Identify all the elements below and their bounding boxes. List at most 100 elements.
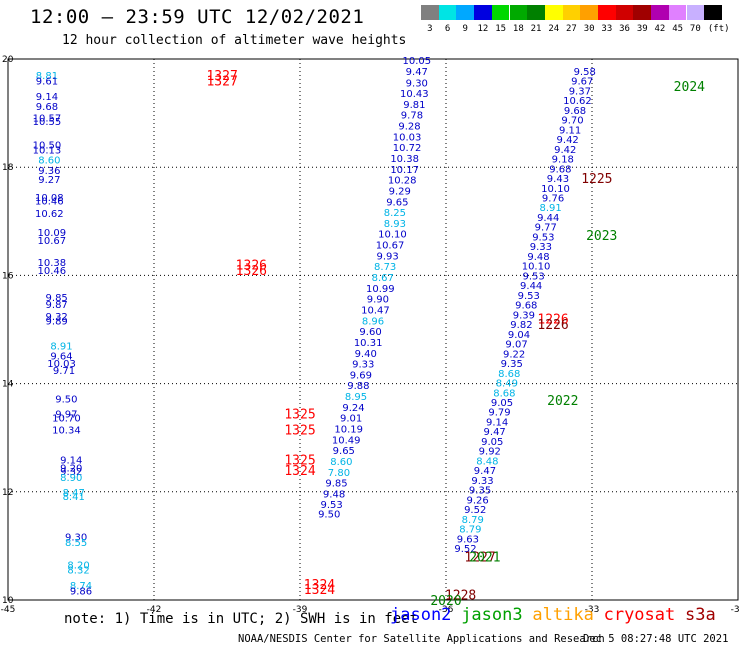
wave-height-label: 10.03	[47, 359, 76, 370]
footnote: note: 1) Time is in UTC; 2) SWH is in fe…	[64, 611, 419, 627]
wave-height-label: 10.19	[334, 425, 363, 436]
legend-label: 42	[654, 24, 666, 34]
wave-height-label: 10.28	[388, 176, 417, 187]
legend-swatch	[509, 5, 528, 20]
wave-height-label: 9.82	[510, 320, 532, 331]
wave-height-label: 10.49	[332, 435, 361, 446]
wave-height-label: 8.60	[330, 457, 352, 468]
map-grid	[7, 58, 739, 601]
wave-height-label: 10.43	[400, 89, 429, 100]
wave-height-label: 9.88	[347, 381, 369, 392]
wave-height-label: 10.34	[52, 426, 81, 437]
legend-swatch	[686, 5, 705, 20]
legend-swatch	[544, 5, 563, 20]
satellite-jason3: jason3	[461, 605, 523, 625]
wave-height-label: 9.87	[46, 300, 68, 311]
wave-height-label: 8.55	[65, 538, 87, 549]
legend-swatch	[668, 5, 687, 20]
legend-unit: (ft)	[707, 24, 730, 34]
wave-height-label: 10.05	[402, 56, 431, 67]
page-title: 12:00 – 23:59 UTC 12/02/2021	[30, 6, 365, 28]
wave-height-values: 8.819.619.149.6810.5710.5510.5010.138.60…	[33, 56, 596, 597]
wave-height-label: 9.43	[547, 174, 569, 185]
wave-height-label: 9.48	[527, 252, 549, 263]
page-subtitle: 12 hour collection of altimeter wave hei…	[62, 33, 407, 48]
pass-time-label: 1324	[304, 578, 335, 593]
wave-height-label: 9.68	[549, 164, 571, 175]
wave-height-label: 9.52	[454, 544, 476, 555]
axis-tick-labels: -45 -42 -39 -36 -33 -30 20 18 16 14 12 10	[1, 55, 740, 615]
wave-height-label: 9.32	[60, 467, 82, 478]
wave-height-label: 9.85	[46, 293, 68, 304]
wave-height-label: 9.61	[36, 77, 58, 88]
wave-height-label: 9.86	[70, 586, 92, 597]
legend-label: 6	[444, 24, 451, 34]
wave-height-label: 9.65	[386, 197, 408, 208]
legend-swatch	[527, 5, 545, 20]
legend-swatch	[438, 5, 457, 20]
wave-height-label: 10.55	[33, 117, 62, 128]
wave-height-label: 9.14	[486, 417, 508, 428]
wave-height-label: 10.03	[393, 132, 422, 143]
wave-height-label: 9.27	[38, 175, 60, 186]
wave-height-label: 10.38	[37, 258, 66, 269]
pass-time-label: 2020	[430, 594, 461, 609]
wave-height-label: 9.22	[503, 349, 525, 360]
lon-tick-label: -42	[147, 605, 162, 615]
wave-height-label: 9.30	[406, 78, 428, 89]
legend-swatch	[421, 5, 439, 20]
legend-label: 30	[583, 24, 595, 34]
legend-label: 36	[619, 24, 630, 34]
wave-height-label: 9.68	[515, 301, 537, 312]
lon-tick-label: -45	[1, 605, 16, 615]
wave-height-label: 9.52	[464, 505, 486, 516]
wave-height-label: 8.95	[345, 392, 367, 403]
wave-height-label: 9.14	[36, 92, 58, 103]
wave-height-label: 9.97	[55, 409, 77, 420]
wave-height-label: 8.73	[374, 262, 396, 273]
wave-height-label: 9.78	[401, 111, 423, 122]
pass-time-label: 1325	[284, 407, 315, 422]
pass-time-label: 1324	[284, 464, 315, 479]
wave-height-label: 9.14	[60, 455, 82, 466]
wave-height-label: 9.69	[350, 370, 372, 381]
wave-height-label: 10.62	[563, 96, 592, 107]
wave-height-label: 8.47	[63, 488, 85, 499]
wave-height-label: 9.60	[359, 327, 381, 338]
wave-height-label: 8.79	[462, 515, 484, 526]
legend-label: 27	[566, 24, 577, 34]
pass-time-label: 1326	[236, 259, 267, 274]
wave-height-label: 9.36	[38, 166, 60, 177]
wave-height-label: 9.42	[557, 135, 579, 146]
wave-height-label: 9.53	[321, 500, 343, 511]
wave-height-label: 9.93	[376, 251, 398, 262]
wave-height-label: 10.57	[33, 113, 62, 124]
wave-height-label: 9.47	[484, 427, 506, 438]
wave-height-label: 9.77	[535, 223, 557, 234]
lon-tick-label: -33	[585, 605, 600, 615]
wave-height-label: 8.20	[67, 560, 89, 571]
wave-height-label: 9.33	[471, 476, 493, 487]
wave-height-label: 9.50	[318, 509, 340, 520]
pass-time-label: 1325	[284, 424, 315, 439]
legend-swatch	[491, 5, 510, 20]
pass-time-label: 1324	[304, 583, 335, 598]
wave-height-label: 9.01	[340, 414, 362, 425]
legend-label: 33	[601, 24, 613, 34]
wave-height-label: 10.46	[37, 266, 66, 277]
lat-tick-label: 16	[2, 271, 14, 281]
wave-height-label: 10.70	[52, 414, 81, 425]
lon-tick-label: -36	[439, 605, 454, 615]
wave-height-label: 9.32	[46, 312, 68, 323]
wave-height-label: 10.10	[522, 262, 551, 273]
wave-height-label: 9.65	[333, 446, 355, 457]
wave-height-label: 9.53	[532, 232, 554, 243]
wave-height-label: 10.31	[354, 338, 383, 349]
wave-height-label: 9.20	[60, 463, 82, 474]
wave-height-label: 9.35	[469, 486, 491, 497]
wave-height-label: 8.93	[384, 219, 406, 230]
wave-height-label: 9.39	[513, 310, 535, 321]
legend-label: 70	[689, 24, 701, 34]
wave-height-label: 9.26	[467, 495, 489, 506]
